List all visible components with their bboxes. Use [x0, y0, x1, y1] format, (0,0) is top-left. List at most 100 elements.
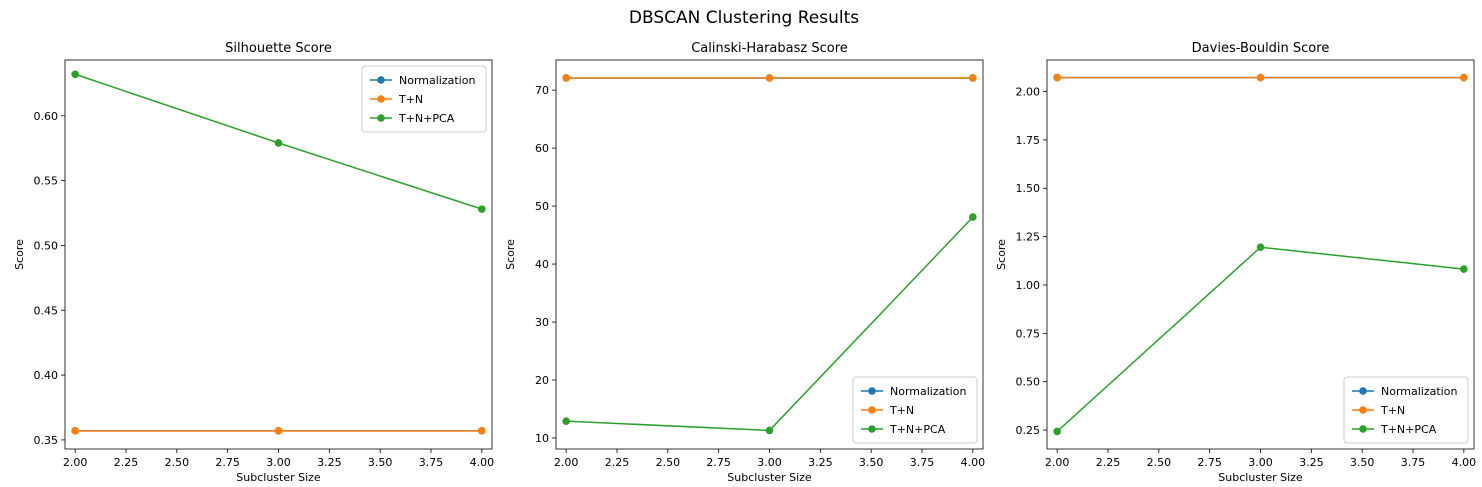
subplot-1: Silhouette Score 2.00 2.25 2.50 2.75 3.00 3.25…	[13, 41, 494, 484]
y-tick-label: 20	[535, 374, 549, 387]
y-tick-label: 0.25	[1016, 424, 1041, 437]
data-point	[1256, 243, 1265, 252]
legend-swatch-marker	[868, 387, 876, 395]
x-tick-label: 2.75	[706, 456, 731, 469]
legend-box	[852, 376, 978, 444]
series-t-n	[562, 74, 977, 82]
y-tick-label: 10	[535, 432, 549, 445]
data-point	[1053, 427, 1061, 436]
subplot-title: Calinski-Harabasz Score	[691, 41, 848, 56]
data-point	[1053, 73, 1061, 82]
legend-entry: T+N+PCA	[889, 423, 946, 436]
legend-swatch-marker	[377, 114, 385, 122]
legend-swatch-marker	[1359, 387, 1367, 395]
data-point	[274, 427, 283, 435]
x-axis-label: Subcluster Size	[1218, 471, 1303, 484]
figure-title: DBSCAN Clustering Results	[629, 8, 859, 28]
x-tick-label: 2.25	[1096, 456, 1121, 469]
legend-swatch-marker	[1359, 425, 1367, 433]
x-tick-label: 3.25	[808, 456, 833, 469]
y-tick-label: 40	[535, 258, 549, 271]
data-point	[969, 74, 977, 82]
y-tick-label: 0.60	[34, 110, 59, 123]
y-tick-label: 50	[535, 200, 549, 213]
y-tick-label: 0.40	[34, 369, 59, 382]
plots-container: Silhouette Score 2.00 2.25 2.50 2.75 3.00 3.25…	[13, 41, 1476, 484]
x-tick-label: 3.50	[859, 456, 884, 469]
y-tick-label: 70	[535, 84, 549, 97]
x-tick-label: 3.50	[368, 456, 393, 469]
legend-box	[361, 65, 487, 133]
x-tick-label: 3.00	[266, 456, 291, 469]
x-axis-label: Subcluster Size	[727, 471, 812, 484]
y-tick-label: 30	[535, 316, 549, 329]
legend-swatch-marker	[377, 95, 385, 103]
data-point	[71, 427, 79, 435]
y-axis-label: Score	[995, 239, 1008, 270]
x-tick-label: 2.50	[165, 456, 190, 469]
legend-entry: T+N+PCA	[398, 112, 455, 125]
legend-swatch-marker	[868, 425, 876, 433]
data-point	[969, 213, 977, 221]
legend: Normalization T+N T+N+PCA	[1343, 376, 1469, 444]
y-tick-label: 1.00	[1016, 279, 1041, 292]
y-axis-label: Score	[504, 239, 517, 270]
subplot-2: Calinski-Harabasz Score 2.00 2.25 2.50 2.75 3…	[504, 41, 985, 484]
data-point	[562, 417, 570, 425]
legend: Normalization T+N T+N+PCA	[361, 65, 487, 133]
data-point	[478, 205, 486, 213]
series-t-n-pca	[562, 213, 977, 435]
y-tick-label: 0.50	[1016, 376, 1041, 389]
x-tick-label: 3.00	[1248, 456, 1273, 469]
data-point	[71, 70, 79, 79]
subplot-title: Davies-Bouldin Score	[1192, 41, 1330, 56]
x-axis-label: Subcluster Size	[236, 471, 321, 484]
series-t-n-pca	[71, 70, 486, 213]
legend-swatch-marker	[1359, 406, 1367, 414]
y-tick-label: 0.75	[1016, 327, 1041, 340]
data-point	[1256, 73, 1265, 82]
series-t-n	[71, 427, 486, 435]
x-tick-label: 2.75	[215, 456, 240, 469]
x-tick-label: 3.00	[757, 456, 782, 469]
y-tick-label: 0.45	[34, 304, 59, 317]
x-tick-label: 4.00	[1452, 456, 1477, 469]
y-tick-label: 1.25	[1016, 231, 1041, 244]
legend-swatch-marker	[377, 76, 385, 84]
x-tick-label: 3.25	[317, 456, 342, 469]
x-tick-label: 2.50	[1147, 456, 1172, 469]
x-tick-label: 2.25	[605, 456, 630, 469]
series-t-n-pca	[1053, 243, 1468, 436]
data-point	[562, 74, 570, 82]
legend: Normalization T+N T+N+PCA	[852, 376, 978, 444]
x-tick-label: 2.00	[554, 456, 579, 469]
x-tick-label: 2.00	[63, 456, 88, 469]
x-tick-label: 3.75	[1401, 456, 1426, 469]
legend-box	[1343, 376, 1469, 444]
y-tick-label: 0.55	[34, 175, 59, 188]
y-tick-label: 2.00	[1016, 86, 1041, 99]
x-tick-label: 4.00	[470, 456, 495, 469]
legend-entry: Normalization	[1381, 385, 1457, 398]
x-tick-label: 3.25	[1299, 456, 1324, 469]
data-point	[1460, 265, 1468, 273]
legend-entry: T+N+PCA	[1380, 423, 1437, 436]
x-tick-label: 3.75	[419, 456, 444, 469]
legend-swatch-marker	[868, 406, 876, 414]
data-point	[765, 426, 774, 435]
data-point	[274, 139, 283, 147]
y-tick-label: 0.50	[34, 239, 59, 252]
y-tick-label: 60	[535, 142, 549, 155]
y-tick-label: 1.75	[1016, 134, 1041, 147]
data-point	[478, 427, 486, 435]
legend-entry: T+N	[1380, 404, 1405, 417]
x-tick-label: 2.75	[1197, 456, 1222, 469]
subplot-3: Davies-Bouldin Score 2.00 2.25 2.50 2.75 3.00…	[995, 41, 1476, 484]
y-tick-label: 1.50	[1016, 182, 1041, 195]
legend-entry: T+N	[889, 404, 914, 417]
x-tick-label: 3.50	[1350, 456, 1375, 469]
x-tick-label: 2.00	[1045, 456, 1070, 469]
legend-entry: T+N	[398, 93, 423, 106]
subplot-title: Silhouette Score	[225, 41, 332, 56]
